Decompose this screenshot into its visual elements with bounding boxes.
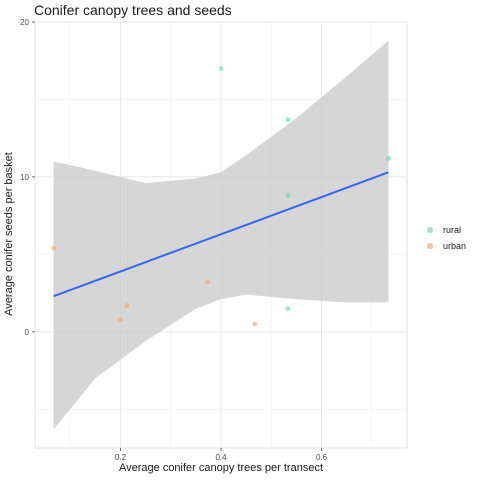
y-tick-label: 10	[20, 173, 29, 182]
point-rural	[386, 155, 391, 161]
point-urban	[51, 245, 56, 251]
x-axis-label: Average conifer canopy trees per transec…	[118, 462, 324, 474]
legend-label-urban: urban	[443, 241, 467, 251]
axis-ticks: 0.2 0.4 0.6 0 10 20	[20, 18, 328, 462]
point-urban	[118, 317, 123, 322]
y-axis-label: Average conifer seeds per basket	[3, 152, 15, 316]
point-urban	[124, 303, 130, 308]
point-rural	[285, 306, 291, 311]
trend-line-layer	[53, 171, 389, 298]
x-tick-label: 0.6	[316, 453, 328, 462]
legend-item-urban: urban	[424, 238, 466, 254]
y-tick-label: 0	[25, 328, 30, 337]
legend-key-urban	[427, 243, 433, 249]
legend-item-rural: rural	[424, 222, 466, 238]
point-rural	[285, 117, 291, 122]
trend-line	[53, 171, 389, 298]
point-rural	[218, 66, 224, 71]
point-urban	[205, 279, 210, 285]
point-rural	[285, 193, 291, 198]
y-tick-label: 20	[20, 18, 29, 27]
x-tick-label: 0.2	[115, 453, 127, 462]
point-urban	[252, 321, 258, 327]
x-tick-label: 0.4	[215, 453, 227, 462]
data-points	[51, 66, 391, 327]
legend-label-rural: rural	[443, 225, 462, 235]
legend-key-rural	[427, 227, 433, 233]
legend: rural urban	[424, 222, 466, 254]
chart-title: Conifer canopy trees and seeds	[34, 2, 232, 18]
